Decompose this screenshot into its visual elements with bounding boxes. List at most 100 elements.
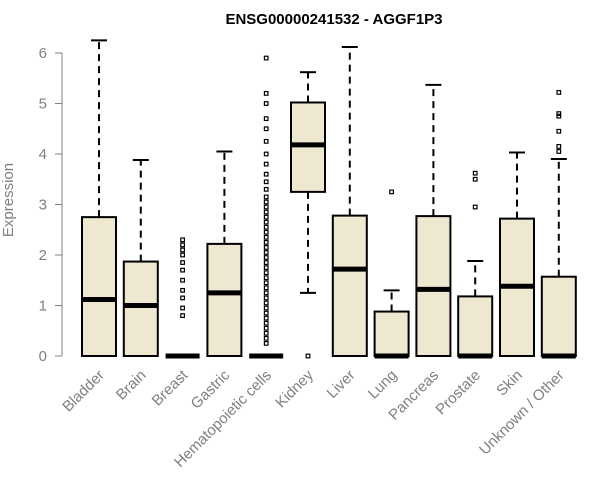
y-tick-label: 6 xyxy=(39,45,47,62)
outlier-point xyxy=(263,90,269,96)
iqr-box xyxy=(373,310,410,357)
outlier-point xyxy=(263,101,269,106)
outlier-point xyxy=(263,234,269,240)
outlier-point xyxy=(263,179,269,185)
outlier-point xyxy=(263,290,269,296)
outlier-point xyxy=(263,204,269,210)
iqr-box xyxy=(81,216,117,357)
outlier-point xyxy=(263,330,269,336)
outlier-point xyxy=(263,295,269,301)
outlier-point xyxy=(180,287,186,293)
outlier-point xyxy=(263,310,269,316)
x-tick-label: Prostate xyxy=(432,367,484,419)
outlier-point xyxy=(263,340,269,346)
outlier-point xyxy=(263,239,269,245)
x-tick-label: Breast xyxy=(149,366,192,409)
outlier-point xyxy=(472,170,478,176)
box-gastric xyxy=(206,150,243,357)
outlier-point xyxy=(472,176,478,182)
outlier-point xyxy=(263,55,269,61)
iqr-box xyxy=(457,295,494,358)
box-lung xyxy=(373,189,410,359)
chart-title: ENSG00000241532 - AGGF1P3 xyxy=(225,11,442,28)
y-tick-label: 1 xyxy=(39,298,47,315)
y-tick-label: 3 xyxy=(39,197,47,214)
outlier-point xyxy=(180,237,186,243)
outlier-point xyxy=(263,116,269,122)
outlier-point xyxy=(180,242,186,248)
outlier-point xyxy=(263,315,269,321)
outlier-point xyxy=(556,144,562,149)
outlier-point xyxy=(263,186,269,192)
box-unknown-other xyxy=(540,89,577,359)
outlier-point xyxy=(263,209,269,215)
iqr-box xyxy=(540,275,577,357)
box-skin xyxy=(499,151,535,357)
outlier-point xyxy=(263,214,269,220)
outlier-point xyxy=(263,275,269,281)
outlier-point xyxy=(389,189,394,195)
outlier-point xyxy=(263,250,269,255)
outlier-point xyxy=(263,285,269,291)
iqr-box xyxy=(122,260,159,357)
outlier-point xyxy=(263,320,269,326)
box-breast xyxy=(165,237,200,359)
outlier-point xyxy=(263,245,269,250)
outlier-point xyxy=(263,224,269,230)
y-axis-label: Expression xyxy=(0,163,17,237)
outlier-point xyxy=(263,335,269,341)
iqr-box xyxy=(206,242,243,357)
outlier-point xyxy=(263,325,269,331)
outlier-point xyxy=(263,138,269,144)
iqr-box xyxy=(415,215,452,357)
box-bladder xyxy=(81,39,117,357)
x-tick-label: Skin xyxy=(493,367,526,400)
x-tick-label: Liver xyxy=(324,367,359,402)
iqr-box xyxy=(331,214,368,357)
outlier-point xyxy=(180,247,186,253)
outlier-point xyxy=(180,295,186,301)
x-tick-label: Lung xyxy=(365,367,401,403)
outlier-point xyxy=(180,267,186,273)
outlier-point xyxy=(472,204,478,210)
outlier-point xyxy=(180,313,186,318)
y-tick-label: 5 xyxy=(39,96,47,113)
y-tick-label: 0 xyxy=(39,348,47,365)
box-prostate xyxy=(457,170,494,359)
outlier-point xyxy=(180,252,186,258)
box-brain xyxy=(122,159,159,357)
outlier-point xyxy=(263,280,269,286)
outlier-point xyxy=(263,219,269,225)
outlier-point xyxy=(556,128,562,134)
outlier-point xyxy=(556,149,562,154)
outlier-point xyxy=(263,151,269,157)
outlier-point xyxy=(180,305,186,311)
box-hematopoietic-cells xyxy=(249,55,284,359)
outlier-point xyxy=(263,161,269,167)
outlier-point xyxy=(263,260,269,265)
box-liver xyxy=(331,45,368,357)
outlier-point xyxy=(263,255,269,260)
outlier-point xyxy=(263,199,269,205)
outlier-point xyxy=(263,194,269,200)
x-tick-label: Kidney xyxy=(272,366,317,411)
outlier-point xyxy=(263,126,269,132)
outlier-point xyxy=(263,300,269,306)
outlier-point xyxy=(263,229,269,235)
outlier-point xyxy=(180,277,186,283)
outlier-point xyxy=(556,111,562,117)
outlier-point xyxy=(263,171,269,177)
box-pancreas xyxy=(415,83,452,357)
boxes-group xyxy=(81,39,577,359)
outlier-point xyxy=(263,270,269,276)
y-tick-label: 2 xyxy=(39,247,47,264)
outlier-point xyxy=(556,89,562,95)
outlier-point xyxy=(263,265,269,271)
outlier-point xyxy=(305,353,311,359)
outlier-point xyxy=(263,305,269,311)
y-tick-label: 4 xyxy=(39,146,47,163)
x-tick-label: Brain xyxy=(113,367,150,404)
outlier-point xyxy=(556,113,562,119)
